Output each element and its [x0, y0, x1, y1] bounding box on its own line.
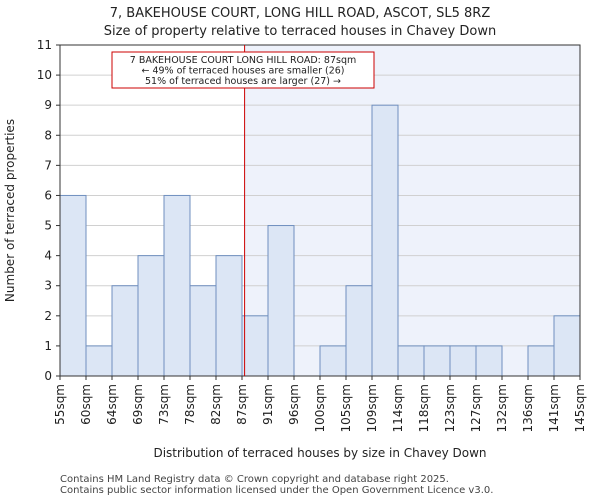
bar [267, 225, 295, 377]
x-tick-label: 73sqm [157, 384, 171, 425]
bar [189, 285, 217, 377]
x-tick-label: 141sqm [547, 384, 561, 432]
bar [319, 345, 347, 377]
annotation-line: 7 BAKEHOUSE COURT LONG HILL ROAD: 87sqm [130, 55, 356, 66]
x-tick-label: 87sqm [235, 384, 249, 425]
highlight-region [244, 45, 580, 376]
x-tick-label: 114sqm [391, 384, 405, 432]
x-tick-label: 136sqm [521, 384, 535, 432]
bar [215, 255, 243, 377]
chart-title: 7, BAKEHOUSE COURT, LONG HILL ROAD, ASCO… [109, 6, 491, 21]
bar [59, 194, 87, 377]
y-tick-label: 8 [44, 128, 52, 142]
bar [85, 345, 113, 377]
y-tick-label: 3 [44, 279, 52, 293]
bar [553, 315, 581, 377]
y-tick-label: 1 [44, 339, 52, 353]
x-axis-label: Distribution of terraced houses by size … [153, 446, 486, 460]
bar [137, 255, 165, 377]
footer-line-2: Contains public sector information licen… [60, 485, 494, 496]
chart-subtitle: Size of property relative to terraced ho… [103, 24, 497, 39]
x-tick-label: 118sqm [417, 384, 431, 432]
bar [397, 345, 425, 377]
x-tick-label: 127sqm [469, 384, 483, 432]
y-tick-label: 6 [44, 188, 52, 202]
y-tick-label: 5 [44, 219, 52, 233]
x-tick-label: 55sqm [53, 384, 67, 425]
y-tick-label: 2 [44, 309, 52, 323]
x-tick-label: 82sqm [209, 384, 223, 425]
bar [111, 285, 139, 377]
x-tick-label: 78sqm [183, 384, 197, 425]
annotation-box [111, 51, 375, 89]
footer-line-1: Contains HM Land Registry data © Crown c… [60, 474, 449, 485]
y-tick-label: 0 [44, 369, 52, 383]
y-tick-label: 11 [37, 38, 52, 52]
y-tick-label: 7 [44, 158, 52, 172]
x-tick-label: 105sqm [339, 384, 353, 432]
annotation-line: ← 49% of terraced houses are smaller (26… [141, 66, 344, 77]
x-tick-label: 96sqm [287, 384, 301, 425]
x-tick-label: 100sqm [313, 384, 327, 432]
x-tick-label: 123sqm [443, 384, 457, 432]
y-tick-label: 10 [37, 68, 52, 82]
y-tick-label: 9 [44, 98, 52, 112]
x-tick-label: 64sqm [105, 384, 119, 425]
bar [241, 315, 269, 377]
x-tick-label: 91sqm [261, 384, 275, 425]
bar [163, 194, 191, 377]
bar [449, 345, 477, 377]
y-axis-label: Number of terraced properties [3, 119, 17, 302]
bar [345, 285, 373, 377]
x-tick-label: 145sqm [573, 384, 587, 432]
annotation-line: 51% of terraced houses are larger (27) → [145, 76, 341, 87]
x-tick-label: 109sqm [365, 384, 379, 432]
bar [371, 104, 399, 377]
bar [423, 345, 451, 377]
x-tick-label: 69sqm [131, 384, 145, 425]
bar [475, 345, 503, 377]
y-tick-label: 4 [44, 249, 52, 263]
x-tick-label: 60sqm [79, 384, 93, 425]
x-tick-label: 132sqm [495, 384, 509, 432]
bar [527, 345, 555, 377]
